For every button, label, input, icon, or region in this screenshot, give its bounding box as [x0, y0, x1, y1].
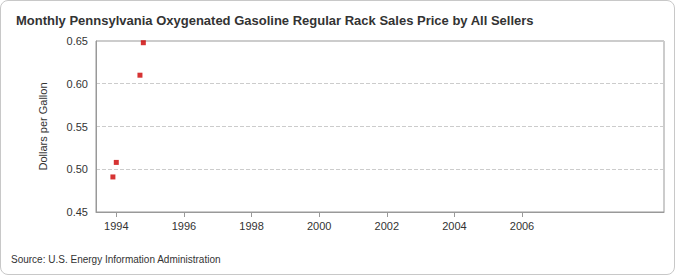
svg-text:2002: 2002: [375, 220, 399, 232]
svg-text:0.50: 0.50: [67, 163, 88, 175]
svg-text:1996: 1996: [172, 220, 196, 232]
svg-text:1998: 1998: [239, 220, 263, 232]
svg-text:0.55: 0.55: [67, 121, 88, 133]
svg-text:0.45: 0.45: [67, 206, 88, 218]
svg-text:Source: U.S. Energy Informatio: Source: U.S. Energy Information Administ…: [11, 254, 221, 265]
svg-text:2006: 2006: [510, 220, 534, 232]
svg-text:1994: 1994: [104, 220, 128, 232]
svg-text:0.65: 0.65: [67, 35, 88, 47]
svg-text:0.60: 0.60: [67, 78, 88, 90]
svg-text:2000: 2000: [307, 220, 331, 232]
svg-text:Dollars per Gallon: Dollars per Gallon: [37, 82, 49, 170]
svg-text:Monthly Pennsylvania Oxygenate: Monthly Pennsylvania Oxygenated Gasoline…: [16, 13, 534, 28]
svg-text:2004: 2004: [442, 220, 466, 232]
